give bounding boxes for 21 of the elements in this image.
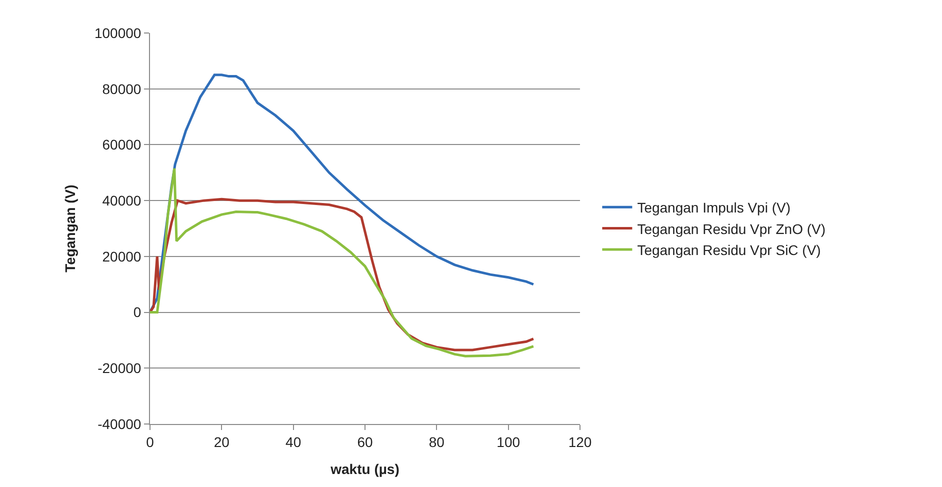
x-tick-label: 0 bbox=[146, 434, 154, 450]
y-tick-label: 100000 bbox=[94, 24, 142, 41]
y-axis-title: Tegangan (V) bbox=[62, 184, 78, 272]
x-tick-label: 120 bbox=[568, 434, 592, 450]
legend-label: Tegangan Impuls Vpi (V) bbox=[637, 200, 791, 216]
x-tick-label: 40 bbox=[286, 434, 302, 450]
x-tick-label: 20 bbox=[214, 434, 230, 450]
legend-label: Tegangan Residu Vpr SiC (V) bbox=[637, 242, 821, 258]
y-tick-label: 20000 bbox=[102, 248, 142, 264]
x-tick-label: 60 bbox=[357, 434, 373, 450]
y-tick-label: 80000 bbox=[102, 80, 142, 97]
legend-label: Tegangan Residu Vpr ZnO (V) bbox=[637, 220, 826, 237]
x-tick-label: 80 bbox=[428, 434, 445, 450]
y-tick-label: -40000 bbox=[98, 416, 142, 432]
y-tick-label: -20000 bbox=[98, 360, 142, 376]
line-series bbox=[150, 167, 535, 358]
y-tick-label: 40000 bbox=[102, 192, 142, 208]
x-axis-title: waktu (µs) bbox=[330, 461, 400, 478]
x-tick-label: 100 bbox=[496, 434, 520, 450]
y-tick-label: 60000 bbox=[102, 136, 142, 153]
y-tick-label: 0 bbox=[133, 304, 142, 320]
